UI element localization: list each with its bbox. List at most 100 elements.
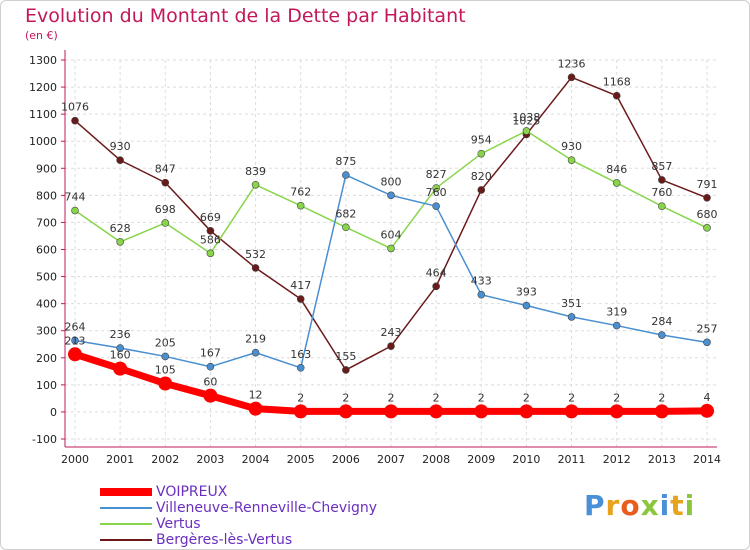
x-tick-label: 2004 bbox=[242, 453, 270, 466]
data-point bbox=[342, 223, 350, 232]
x-tick-label: 2003 bbox=[196, 453, 224, 466]
series-layer bbox=[68, 73, 714, 419]
y-tick-label: 1100 bbox=[29, 108, 57, 121]
data-point bbox=[296, 364, 305, 372]
data-point bbox=[477, 290, 486, 299]
data-point bbox=[71, 336, 79, 345]
data-label: 2 bbox=[342, 391, 349, 404]
data-label: 846 bbox=[606, 163, 627, 176]
data-point bbox=[477, 149, 486, 158]
data-point bbox=[71, 206, 79, 215]
legend-item-villeneuve: Villeneuve-Renneville-Chevigny bbox=[100, 500, 377, 516]
data-label: 827 bbox=[426, 168, 447, 181]
data-point bbox=[703, 338, 711, 347]
data-point bbox=[203, 388, 218, 403]
data-label: 4 bbox=[704, 391, 711, 404]
data-label: 160 bbox=[110, 349, 131, 362]
data-point bbox=[296, 201, 305, 210]
data-label: 60 bbox=[203, 376, 217, 389]
data-label: 417 bbox=[290, 279, 311, 292]
axes: -100 0 100 200 300 400 500 600 700 800 900 1000 1100… bbox=[29, 50, 721, 466]
data-point bbox=[612, 91, 621, 100]
data-point bbox=[612, 321, 621, 330]
data-label: 760 bbox=[426, 186, 447, 199]
legend-swatch bbox=[100, 539, 152, 541]
y-tick-label: 200 bbox=[36, 352, 57, 365]
legend-item-vertus: Vertus bbox=[100, 516, 377, 532]
legend-item-voipreux: VOIPREUX bbox=[100, 484, 377, 500]
data-point bbox=[654, 404, 669, 419]
data-label: 1038 bbox=[512, 111, 540, 124]
data-point bbox=[158, 376, 173, 391]
data-label: 284 bbox=[651, 315, 672, 328]
data-label: 2 bbox=[388, 391, 395, 404]
data-label: 791 bbox=[697, 178, 718, 191]
y-tick-label: 400 bbox=[36, 298, 57, 311]
data-label: 669 bbox=[200, 211, 221, 224]
data-point bbox=[567, 156, 576, 164]
y-tick-label: 500 bbox=[36, 271, 57, 284]
data-label: 2 bbox=[613, 391, 620, 404]
data-label: 604 bbox=[381, 228, 402, 241]
legend-swatch bbox=[100, 488, 152, 496]
legend-item-bergeres: Bergères-lès-Vertus bbox=[100, 532, 377, 548]
legend-label: VOIPREUX bbox=[156, 484, 228, 500]
data-label: 2 bbox=[568, 391, 575, 404]
data-label: 1025 bbox=[512, 114, 540, 127]
data-point bbox=[703, 224, 711, 232]
x-tick-label: 2008 bbox=[422, 453, 450, 466]
data-labels: 1076 930 847 669 532 417 155 243 464 820 1025 1236 1… bbox=[61, 57, 718, 404]
data-point bbox=[206, 249, 215, 258]
y-tick-label: 300 bbox=[36, 325, 57, 338]
data-label: 930 bbox=[110, 140, 131, 153]
data-point bbox=[161, 178, 170, 187]
legend-label: Bergères-lès-Vertus bbox=[156, 532, 293, 548]
data-label: 1168 bbox=[603, 76, 631, 89]
data-point bbox=[161, 219, 170, 227]
y-tick-label: 700 bbox=[36, 216, 57, 229]
data-label: 264 bbox=[65, 320, 86, 333]
legend-label: Villeneuve-Renneville-Chevigny bbox=[156, 500, 378, 516]
data-point bbox=[519, 404, 534, 419]
data-point bbox=[116, 238, 124, 246]
data-point bbox=[161, 352, 170, 361]
x-tick-label: 2010 bbox=[512, 453, 540, 466]
x-tick-label: 2005 bbox=[287, 453, 315, 466]
y-tick-label: 1200 bbox=[29, 81, 57, 94]
x-tick-label: 2009 bbox=[467, 453, 495, 466]
data-label: 213 bbox=[65, 334, 86, 347]
data-point bbox=[71, 116, 79, 125]
data-label: 1076 bbox=[61, 101, 89, 114]
data-label: 682 bbox=[335, 207, 356, 220]
data-point bbox=[293, 404, 308, 419]
data-label: 351 bbox=[561, 297, 582, 310]
data-label: 930 bbox=[561, 140, 582, 153]
data-label: 163 bbox=[290, 348, 311, 361]
data-label: 762 bbox=[290, 186, 311, 199]
data-point bbox=[116, 344, 124, 352]
data-label: 319 bbox=[606, 306, 627, 319]
y-tick-label: 0 bbox=[50, 406, 57, 419]
data-point bbox=[342, 171, 350, 179]
data-point bbox=[251, 348, 260, 357]
data-label: 464 bbox=[426, 266, 447, 279]
data-label: 847 bbox=[155, 163, 176, 176]
data-label: 760 bbox=[651, 186, 672, 199]
data-label: 243 bbox=[381, 326, 402, 339]
y-tick-label: 900 bbox=[36, 162, 57, 175]
data-point bbox=[567, 313, 576, 321]
data-point bbox=[477, 186, 486, 194]
data-label: 12 bbox=[249, 389, 263, 402]
data-label: 2 bbox=[658, 391, 665, 404]
legend-swatch bbox=[100, 523, 152, 525]
data-label: 2 bbox=[523, 391, 530, 404]
data-label: 155 bbox=[335, 350, 356, 363]
legend-swatch bbox=[100, 507, 152, 509]
x-tick-label: 2013 bbox=[648, 453, 676, 466]
data-point bbox=[68, 347, 82, 362]
x-tick-label: 2011 bbox=[558, 453, 586, 466]
data-label: 532 bbox=[245, 248, 266, 261]
data-label: 257 bbox=[697, 322, 718, 335]
data-point bbox=[113, 361, 128, 376]
